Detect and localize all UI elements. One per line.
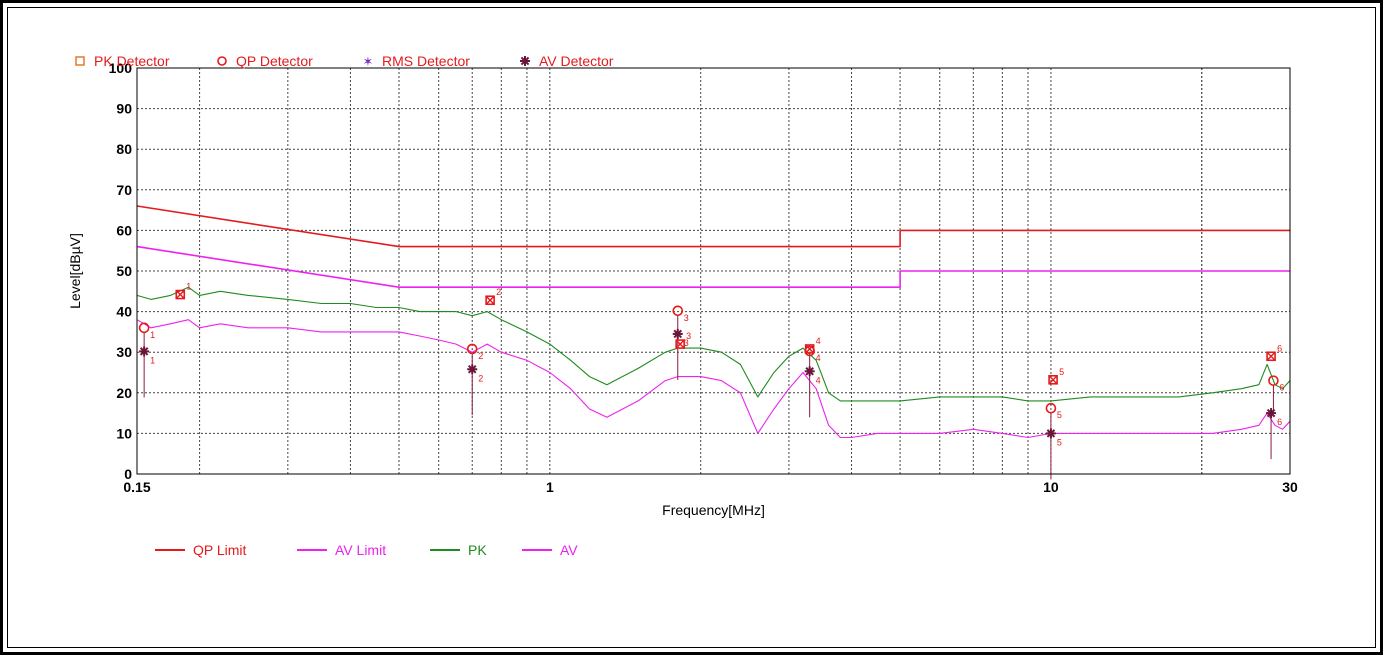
- av-marker-ray: [805, 367, 814, 376]
- marker-number: 1: [150, 330, 155, 340]
- y-tick-label: 90: [116, 101, 132, 117]
- y-tick-label: 40: [116, 304, 132, 320]
- series-av-limit: [136, 245, 1290, 289]
- pk-marker-cross: [675, 339, 685, 349]
- marker-group-1: 1 1 1: [138, 282, 191, 398]
- qp-marker: [672, 305, 684, 317]
- pk-marker-cross: [175, 290, 185, 300]
- x-tick-label: 10: [1043, 479, 1059, 495]
- line-legend-item: AV: [522, 542, 578, 558]
- line-legend-label: AV: [560, 542, 578, 558]
- detector-legend-label: RMS Detector: [382, 53, 470, 69]
- line-legend-label: QP Limit: [193, 542, 247, 558]
- x-tick-label: 1: [546, 479, 554, 495]
- marker-group-6: 6 6 6: [1266, 343, 1284, 460]
- y-tick-label: 50: [116, 263, 132, 279]
- series-av: [136, 319, 1291, 439]
- y-tick-label: 60: [116, 222, 132, 238]
- av-marker-ray: [673, 329, 682, 339]
- qp-marker: [138, 322, 150, 334]
- y-tick-label: 70: [116, 182, 132, 198]
- inner-frame: [7, 7, 1376, 648]
- detector-legend-item: QP Detector: [217, 53, 313, 69]
- line-legend-item: AV Limit: [297, 542, 386, 558]
- marker-number: 5: [1059, 367, 1064, 377]
- line-legend-label: AV Limit: [335, 542, 386, 558]
- detector-legend-item: AV Detector: [520, 53, 614, 69]
- qp-marker: [804, 345, 815, 357]
- marker-number: 4: [816, 353, 821, 363]
- pk-marker: [675, 339, 685, 349]
- marker-number: 4: [816, 375, 821, 385]
- marker-number: 2: [496, 287, 501, 297]
- qp-marker: [1268, 375, 1279, 386]
- marker-group-5: 5 5 5: [1045, 367, 1064, 480]
- y-axis-title: Level[dBµV]: [67, 233, 83, 309]
- pk-marker-cross: [1266, 351, 1276, 361]
- x-tick-label: 30: [1282, 479, 1298, 495]
- y-tick-label: 30: [116, 344, 132, 360]
- qp-detector-icon: [217, 56, 227, 66]
- series-lines: [136, 205, 1291, 439]
- marker-number: 3: [684, 313, 689, 323]
- plot-area-border: [136, 67, 1291, 475]
- marker-group-2: 2 2 2: [466, 287, 501, 416]
- marker-number: 5: [1057, 437, 1062, 447]
- pk-marker: [1266, 351, 1276, 362]
- av-marker-ray: [139, 347, 149, 356]
- line-legend-label: PK: [468, 542, 487, 558]
- pk-marker: [1048, 375, 1058, 385]
- line-legend-item: QP Limit: [155, 542, 247, 558]
- marker-number: 2: [478, 373, 483, 383]
- pk-marker-cross: [805, 344, 815, 354]
- marker-number: 3: [686, 331, 691, 341]
- legends: PK Detector QP Detector ✶ RMS Detector AV De…: [75, 53, 614, 558]
- marker-number: 6: [1277, 343, 1282, 353]
- marker-number: 2: [478, 351, 483, 361]
- marker-number: 3: [684, 338, 689, 348]
- y-tick-label: 100: [109, 60, 133, 76]
- line-legend-item: PK: [430, 542, 487, 558]
- rms-detector-icon: ✶: [363, 54, 374, 69]
- av-marker-ray: [1046, 429, 1056, 438]
- pk-marker-cross: [1048, 375, 1058, 385]
- av-detector-icon: [520, 56, 530, 66]
- marker-number: 6: [1279, 383, 1284, 393]
- marker-number: 5: [1057, 410, 1062, 420]
- qp-marker: [466, 343, 478, 355]
- detector-legend-label: PK Detector: [94, 53, 170, 69]
- y-tick-label: 0: [124, 466, 132, 482]
- x-tick-label: 0.15: [123, 479, 150, 495]
- y-tick-label: 10: [116, 425, 132, 441]
- marker-number: 1: [186, 282, 191, 292]
- series-qp-limit: [136, 205, 1290, 248]
- pk-marker-cross: [485, 295, 495, 305]
- y-tick-label: 20: [116, 385, 132, 401]
- av-marker-ray: [1266, 408, 1276, 418]
- pk-marker: [485, 295, 495, 306]
- pk-marker: [175, 289, 186, 300]
- x-axis-title: Frequency[MHz]: [662, 502, 765, 518]
- pk-detector-icon: [75, 56, 85, 66]
- qp-marker: [1045, 402, 1057, 414]
- marker-number: 1: [150, 355, 155, 365]
- y-tick-label: 80: [116, 141, 132, 157]
- detector-legend-label: AV Detector: [539, 53, 614, 69]
- av-marker-ray: [467, 365, 477, 374]
- marker-group-3: 333: [672, 305, 691, 380]
- axes: 0 10 20 30 40 50 60 70 80 90 100 0.15 1 10 30 Frequency…: [67, 60, 1298, 518]
- detector-legend-item: PK Detector: [75, 53, 170, 69]
- marker-number: 6: [1277, 417, 1282, 427]
- marker-group-4: 4 4 4: [804, 336, 821, 418]
- marker-number: 4: [816, 336, 821, 346]
- detector-legend-item: ✶ RMS Detector: [363, 53, 471, 69]
- detector-legend-label: QP Detector: [236, 53, 313, 69]
- series-pk: [136, 286, 1291, 402]
